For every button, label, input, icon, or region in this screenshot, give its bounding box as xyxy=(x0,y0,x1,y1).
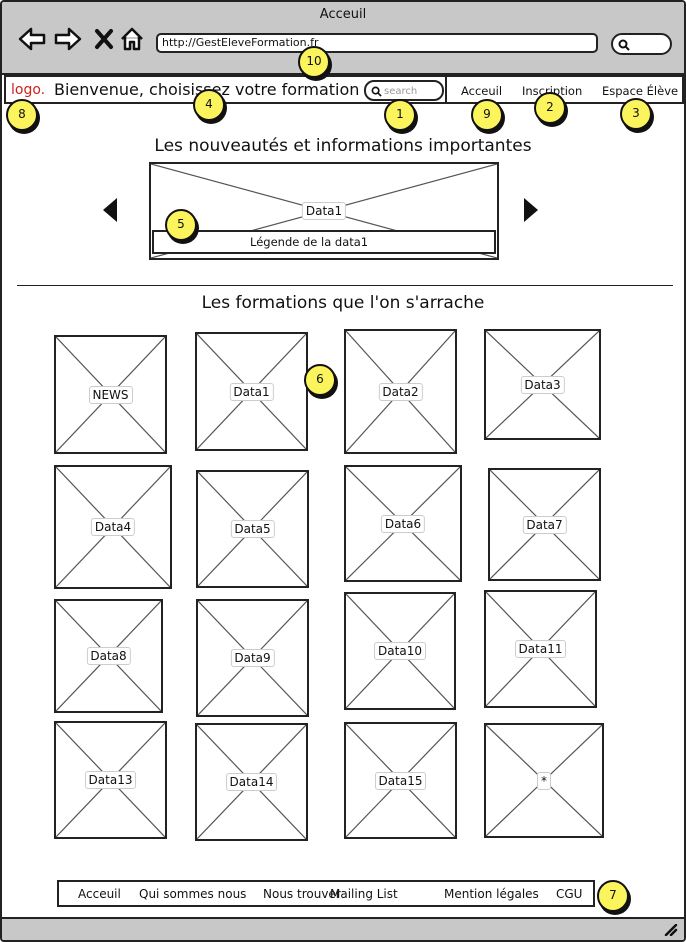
carousel-next-icon[interactable] xyxy=(522,196,540,224)
status-bar xyxy=(2,917,684,940)
formation-card[interactable]: Data5 xyxy=(196,470,309,588)
home-icon[interactable] xyxy=(118,26,146,52)
formation-card-label: Data1 xyxy=(229,382,274,401)
formation-card-label: Data13 xyxy=(84,771,137,789)
footer-link-nous-trouver[interactable]: Nous trouver xyxy=(263,887,341,901)
formation-card-label: NEWS xyxy=(88,385,133,404)
stop-icon[interactable] xyxy=(90,26,118,52)
url-bar[interactable]: http://GestEleveFormation.fr xyxy=(156,33,598,53)
footer-link-qui-sommes-nous[interactable]: Qui sommes nous xyxy=(139,887,247,901)
formation-card[interactable]: Data15 xyxy=(344,722,457,839)
annotation-badge-10: 10 xyxy=(298,46,330,78)
nav-link-acceuil[interactable]: Acceuil xyxy=(461,84,503,98)
formations-heading: Les formations que l'on s'arrache xyxy=(201,293,485,313)
logo[interactable]: logo. xyxy=(11,82,46,98)
formation-card[interactable]: Data7 xyxy=(488,468,601,581)
annotation-badge-3: 3 xyxy=(620,98,652,130)
news-slide-label: Data1 xyxy=(301,202,347,220)
annotation-badge-4: 4 xyxy=(193,89,225,121)
site-header: logo. Bienvenue, choisissez votre format… xyxy=(4,75,684,104)
formation-card-label: Data4 xyxy=(90,518,136,536)
forward-icon[interactable] xyxy=(54,26,82,52)
formation-card-label: Data3 xyxy=(520,375,565,394)
formation-card-label: Data11 xyxy=(514,640,567,658)
browser-search-field[interactable] xyxy=(611,33,672,55)
formation-card-label: * xyxy=(537,771,551,790)
site-search[interactable] xyxy=(364,80,444,101)
nav-link-espace-eleve[interactable]: Espace Élève xyxy=(602,84,679,98)
formation-card[interactable]: Data1 xyxy=(195,332,308,451)
annotation-badge-8: 8 xyxy=(6,99,38,131)
formation-card[interactable]: Data2 xyxy=(344,329,457,454)
footer-link-mention-legales[interactable]: Mention légales xyxy=(444,887,539,901)
formation-card[interactable]: Data4 xyxy=(54,465,172,589)
news-heading: Les nouveautés et informations important… xyxy=(154,136,532,156)
footer-link-mailing-list[interactable]: Mailing List xyxy=(330,887,398,901)
formation-card[interactable]: Data6 xyxy=(344,465,462,582)
search-icon xyxy=(618,39,630,51)
formation-card[interactable]: Data9 xyxy=(196,599,309,717)
browser-chrome: Acceuil http://GestEleveFormation.fr xyxy=(2,2,684,75)
section-divider xyxy=(17,285,673,286)
annotation-badge-2: 2 xyxy=(534,92,566,124)
formation-card[interactable]: NEWS xyxy=(54,335,167,454)
formation-card-label: Data14 xyxy=(225,773,278,791)
annotation-badge-5: 5 xyxy=(165,209,197,241)
formation-card[interactable]: Data10 xyxy=(344,592,456,710)
formation-card-label: Data10 xyxy=(374,642,426,660)
formation-card-label: Data6 xyxy=(380,514,426,533)
formation-card[interactable]: Data13 xyxy=(54,721,167,839)
footer-nav: Acceuil Qui sommes nous Nous trouver Mai… xyxy=(57,880,595,907)
resize-grip-icon[interactable] xyxy=(662,924,678,936)
footer-link-cgu[interactable]: CGU xyxy=(556,887,583,901)
annotation-badge-7: 7 xyxy=(597,880,629,912)
formation-card-label: Data7 xyxy=(522,515,567,534)
formation-card-label: Data8 xyxy=(86,647,131,665)
back-icon[interactable] xyxy=(18,26,46,52)
header-divider xyxy=(445,75,447,104)
window-title: Acceuil xyxy=(319,7,367,22)
formation-card[interactable]: * xyxy=(484,723,604,838)
formation-card-label: Data2 xyxy=(378,382,423,401)
formation-card-label: Data9 xyxy=(230,649,275,667)
nav-link-inscription[interactable]: Inscription xyxy=(522,84,583,98)
formation-card[interactable]: Data14 xyxy=(195,723,308,841)
annotation-badge-6: 6 xyxy=(304,364,336,396)
formation-card[interactable]: Data8 xyxy=(54,599,163,713)
annotation-badge-1: 1 xyxy=(384,99,416,131)
formation-card[interactable]: Data11 xyxy=(484,590,597,708)
formation-card[interactable]: Data3 xyxy=(484,329,601,440)
formation-card-label: Data15 xyxy=(374,771,427,790)
footer-link-acceuil[interactable]: Acceuil xyxy=(78,887,121,901)
formation-card-label: Data5 xyxy=(230,520,275,538)
search-icon xyxy=(371,86,382,97)
carousel-prev-icon[interactable] xyxy=(101,196,119,224)
annotation-badge-9: 9 xyxy=(471,99,503,131)
search-input[interactable] xyxy=(384,84,440,98)
news-caption: Légende de la data1 xyxy=(152,230,496,254)
